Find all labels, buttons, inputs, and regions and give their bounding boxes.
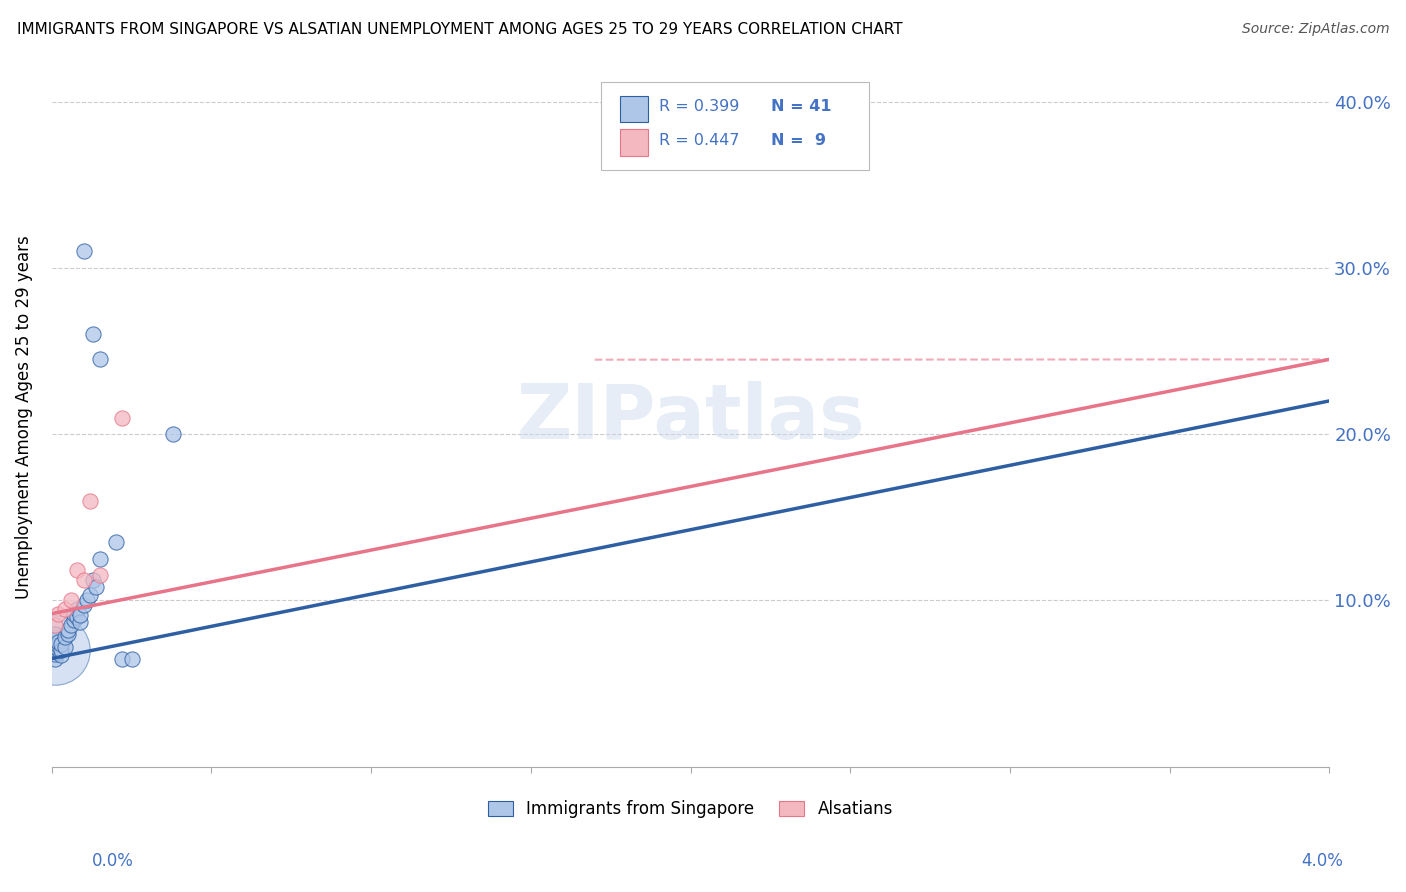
Point bbox=[66, 564, 89, 578]
Point bbox=[53, 630, 76, 644]
Point bbox=[89, 551, 111, 566]
Point bbox=[89, 568, 111, 582]
Text: R = 0.447: R = 0.447 bbox=[658, 133, 740, 148]
Point bbox=[46, 607, 69, 621]
Point bbox=[79, 588, 101, 602]
Point bbox=[66, 601, 89, 615]
Point bbox=[44, 647, 66, 661]
Point bbox=[79, 493, 101, 508]
Point bbox=[111, 651, 134, 665]
Point bbox=[51, 643, 73, 657]
Point bbox=[44, 636, 66, 650]
Point bbox=[111, 410, 134, 425]
Point bbox=[46, 645, 69, 659]
Point bbox=[53, 601, 76, 615]
Point bbox=[63, 613, 86, 627]
Point bbox=[89, 352, 111, 367]
Text: ZIPatlas: ZIPatlas bbox=[516, 381, 865, 455]
Point bbox=[73, 599, 96, 613]
Point bbox=[66, 610, 89, 624]
Point bbox=[69, 615, 91, 629]
Point bbox=[59, 618, 82, 632]
Text: N = 41: N = 41 bbox=[770, 99, 831, 114]
Point bbox=[73, 244, 96, 259]
Y-axis label: Unemployment Among Ages 25 to 29 years: Unemployment Among Ages 25 to 29 years bbox=[15, 235, 32, 599]
Point bbox=[82, 574, 104, 588]
Point bbox=[76, 593, 98, 607]
Point bbox=[82, 327, 104, 342]
Point bbox=[69, 608, 91, 623]
Point bbox=[56, 626, 79, 640]
Point bbox=[51, 636, 73, 650]
Point bbox=[53, 640, 76, 654]
FancyBboxPatch shape bbox=[602, 82, 869, 169]
Point bbox=[46, 641, 69, 656]
Text: N =  9: N = 9 bbox=[770, 133, 825, 148]
Point bbox=[44, 643, 66, 657]
Text: 0.0%: 0.0% bbox=[91, 852, 134, 870]
Point bbox=[121, 651, 143, 665]
Text: Source: ZipAtlas.com: Source: ZipAtlas.com bbox=[1241, 22, 1389, 37]
Point bbox=[44, 630, 66, 644]
Point bbox=[44, 640, 66, 654]
Point bbox=[59, 593, 82, 607]
Point bbox=[56, 624, 79, 638]
FancyBboxPatch shape bbox=[620, 129, 648, 156]
Text: IMMIGRANTS FROM SINGAPORE VS ALSATIAN UNEMPLOYMENT AMONG AGES 25 TO 29 YEARS COR: IMMIGRANTS FROM SINGAPORE VS ALSATIAN UN… bbox=[17, 22, 903, 37]
Point bbox=[44, 643, 66, 657]
Point bbox=[44, 635, 66, 649]
Point bbox=[44, 626, 66, 640]
Point bbox=[86, 580, 108, 594]
Point bbox=[63, 607, 86, 621]
FancyBboxPatch shape bbox=[620, 95, 648, 122]
Point bbox=[44, 638, 66, 652]
Point bbox=[44, 651, 66, 665]
Text: 4.0%: 4.0% bbox=[1301, 852, 1343, 870]
Point bbox=[162, 427, 184, 442]
Point bbox=[51, 648, 73, 663]
Point bbox=[73, 574, 96, 588]
Legend: Immigrants from Singapore, Alsatians: Immigrants from Singapore, Alsatians bbox=[481, 793, 900, 824]
Point bbox=[46, 635, 69, 649]
Point bbox=[44, 633, 66, 648]
Point bbox=[104, 535, 127, 549]
Point bbox=[46, 638, 69, 652]
Point bbox=[44, 618, 66, 632]
Text: R = 0.399: R = 0.399 bbox=[658, 99, 740, 114]
